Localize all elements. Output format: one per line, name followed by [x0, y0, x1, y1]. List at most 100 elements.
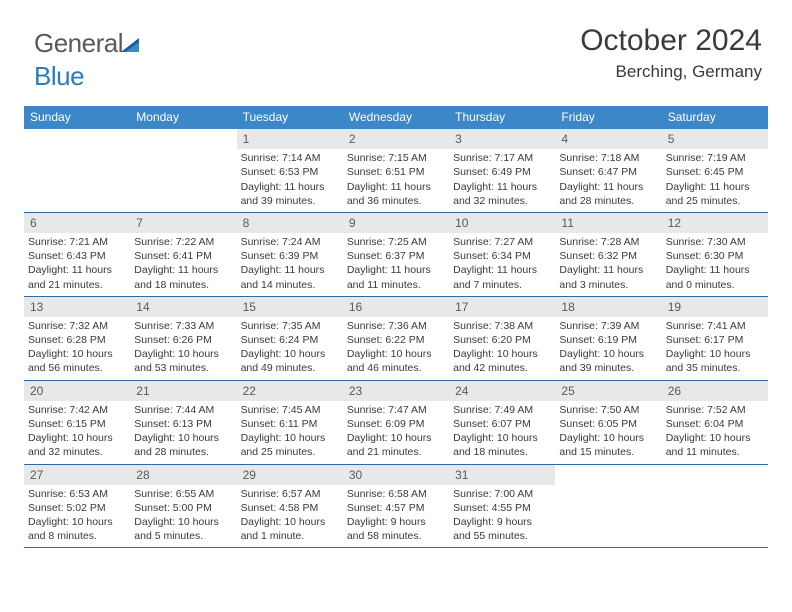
day-line: Daylight: 10 hours [666, 431, 764, 445]
calendar-day: 29Sunrise: 6:57 AMSunset: 4:58 PMDayligh… [237, 465, 343, 548]
logo-text-2: Blue [34, 61, 84, 91]
day-line: Sunset: 6:34 PM [453, 249, 551, 263]
day-line: Sunrise: 6:53 AM [28, 487, 126, 501]
day-line: Daylight: 11 hours [347, 180, 445, 194]
day-line: and 1 minute. [241, 529, 339, 543]
day-body: Sunrise: 7:33 AMSunset: 6:26 PMDaylight:… [130, 319, 236, 380]
day-line: Sunset: 6:53 PM [241, 165, 339, 179]
day-header: Friday [555, 106, 661, 129]
day-line: Sunrise: 7:33 AM [134, 319, 232, 333]
logo-text-1: General [34, 28, 123, 58]
day-number: 22 [237, 381, 343, 401]
day-line: Sunset: 4:57 PM [347, 501, 445, 515]
day-line: Sunset: 6:17 PM [666, 333, 764, 347]
day-body: Sunrise: 7:52 AMSunset: 6:04 PMDaylight:… [662, 403, 768, 464]
day-body: Sunrise: 7:25 AMSunset: 6:37 PMDaylight:… [343, 235, 449, 296]
day-line: Daylight: 9 hours [347, 515, 445, 529]
calendar-day: 24Sunrise: 7:49 AMSunset: 6:07 PMDayligh… [449, 381, 555, 464]
day-line: Sunset: 6:04 PM [666, 417, 764, 431]
day-line: and 56 minutes. [28, 361, 126, 375]
day-line: Daylight: 11 hours [241, 263, 339, 277]
calendar-day: 26Sunrise: 7:52 AMSunset: 6:04 PMDayligh… [662, 381, 768, 464]
day-header: Sunday [24, 106, 130, 129]
day-number: 6 [24, 213, 130, 233]
day-line: Sunset: 6:39 PM [241, 249, 339, 263]
day-number: 16 [343, 297, 449, 317]
day-line: Sunrise: 7:32 AM [28, 319, 126, 333]
day-body: Sunrise: 7:19 AMSunset: 6:45 PMDaylight:… [662, 151, 768, 212]
day-line: Daylight: 10 hours [559, 431, 657, 445]
day-number: 15 [237, 297, 343, 317]
day-line: Sunset: 6:11 PM [241, 417, 339, 431]
day-number: 4 [555, 129, 661, 149]
day-line: Sunrise: 7:45 AM [241, 403, 339, 417]
day-line: Daylight: 10 hours [559, 347, 657, 361]
day-line: Sunrise: 7:44 AM [134, 403, 232, 417]
day-body: Sunrise: 7:17 AMSunset: 6:49 PMDaylight:… [449, 151, 555, 212]
day-line: Sunrise: 7:22 AM [134, 235, 232, 249]
day-line: Sunrise: 6:55 AM [134, 487, 232, 501]
day-number: 29 [237, 465, 343, 485]
day-line: Sunrise: 7:41 AM [666, 319, 764, 333]
day-line: Sunset: 6:51 PM [347, 165, 445, 179]
day-line: Sunrise: 7:50 AM [559, 403, 657, 417]
day-line: and 5 minutes. [134, 529, 232, 543]
day-line: Daylight: 10 hours [134, 431, 232, 445]
day-body: Sunrise: 7:22 AMSunset: 6:41 PMDaylight:… [130, 235, 236, 296]
calendar-day: 20Sunrise: 7:42 AMSunset: 6:15 PMDayligh… [24, 381, 130, 464]
location: Berching, Germany [580, 62, 762, 82]
day-line: Sunset: 6:20 PM [453, 333, 551, 347]
calendar-day: 23Sunrise: 7:47 AMSunset: 6:09 PMDayligh… [343, 381, 449, 464]
day-line: and 32 minutes. [28, 445, 126, 459]
day-line: Sunrise: 7:28 AM [559, 235, 657, 249]
day-body: Sunrise: 7:39 AMSunset: 6:19 PMDaylight:… [555, 319, 661, 380]
day-number: 10 [449, 213, 555, 233]
day-line: Daylight: 11 hours [559, 263, 657, 277]
title-block: October 2024 Berching, Germany [580, 24, 762, 82]
day-line: and 18 minutes. [453, 445, 551, 459]
day-body: Sunrise: 7:50 AMSunset: 6:05 PMDaylight:… [555, 403, 661, 464]
calendar-day: 2Sunrise: 7:15 AMSunset: 6:51 PMDaylight… [343, 129, 449, 212]
day-line: Sunset: 6:37 PM [347, 249, 445, 263]
day-line: Sunset: 4:55 PM [453, 501, 551, 515]
calendar-day: 12Sunrise: 7:30 AMSunset: 6:30 PMDayligh… [662, 213, 768, 296]
day-header: Wednesday [343, 106, 449, 129]
day-number: 27 [24, 465, 130, 485]
day-line: Sunset: 6:05 PM [559, 417, 657, 431]
day-line: and 35 minutes. [666, 361, 764, 375]
day-line: Daylight: 10 hours [241, 431, 339, 445]
day-body: Sunrise: 7:38 AMSunset: 6:20 PMDaylight:… [449, 319, 555, 380]
day-line: Daylight: 9 hours [453, 515, 551, 529]
day-line: Sunrise: 7:17 AM [453, 151, 551, 165]
calendar-day: 15Sunrise: 7:35 AMSunset: 6:24 PMDayligh… [237, 297, 343, 380]
day-number: 20 [24, 381, 130, 401]
day-line: and 49 minutes. [241, 361, 339, 375]
day-line: Daylight: 10 hours [28, 515, 126, 529]
day-line: and 0 minutes. [666, 278, 764, 292]
day-line: and 15 minutes. [559, 445, 657, 459]
day-line: Sunrise: 7:24 AM [241, 235, 339, 249]
day-body: Sunrise: 7:32 AMSunset: 6:28 PMDaylight:… [24, 319, 130, 380]
day-body: Sunrise: 7:36 AMSunset: 6:22 PMDaylight:… [343, 319, 449, 380]
day-number: 5 [662, 129, 768, 149]
day-header: Saturday [662, 106, 768, 129]
day-line: Sunset: 5:00 PM [134, 501, 232, 515]
day-line: Sunset: 6:32 PM [559, 249, 657, 263]
calendar-day: 9Sunrise: 7:25 AMSunset: 6:37 PMDaylight… [343, 213, 449, 296]
day-line: Sunset: 6:30 PM [666, 249, 764, 263]
day-line: Sunset: 6:41 PM [134, 249, 232, 263]
calendar-day [555, 465, 661, 548]
day-line: Sunrise: 7:25 AM [347, 235, 445, 249]
day-body: Sunrise: 7:18 AMSunset: 6:47 PMDaylight:… [555, 151, 661, 212]
day-line: and 28 minutes. [559, 194, 657, 208]
day-body: Sunrise: 7:15 AMSunset: 6:51 PMDaylight:… [343, 151, 449, 212]
day-line: Sunrise: 7:47 AM [347, 403, 445, 417]
day-line: Sunset: 6:47 PM [559, 165, 657, 179]
day-body: Sunrise: 7:47 AMSunset: 6:09 PMDaylight:… [343, 403, 449, 464]
day-body: Sunrise: 7:27 AMSunset: 6:34 PMDaylight:… [449, 235, 555, 296]
day-number: 18 [555, 297, 661, 317]
day-line: and 46 minutes. [347, 361, 445, 375]
calendar-week: 6Sunrise: 7:21 AMSunset: 6:43 PMDaylight… [24, 213, 768, 297]
day-line: Daylight: 10 hours [134, 347, 232, 361]
day-line: Sunset: 6:07 PM [453, 417, 551, 431]
